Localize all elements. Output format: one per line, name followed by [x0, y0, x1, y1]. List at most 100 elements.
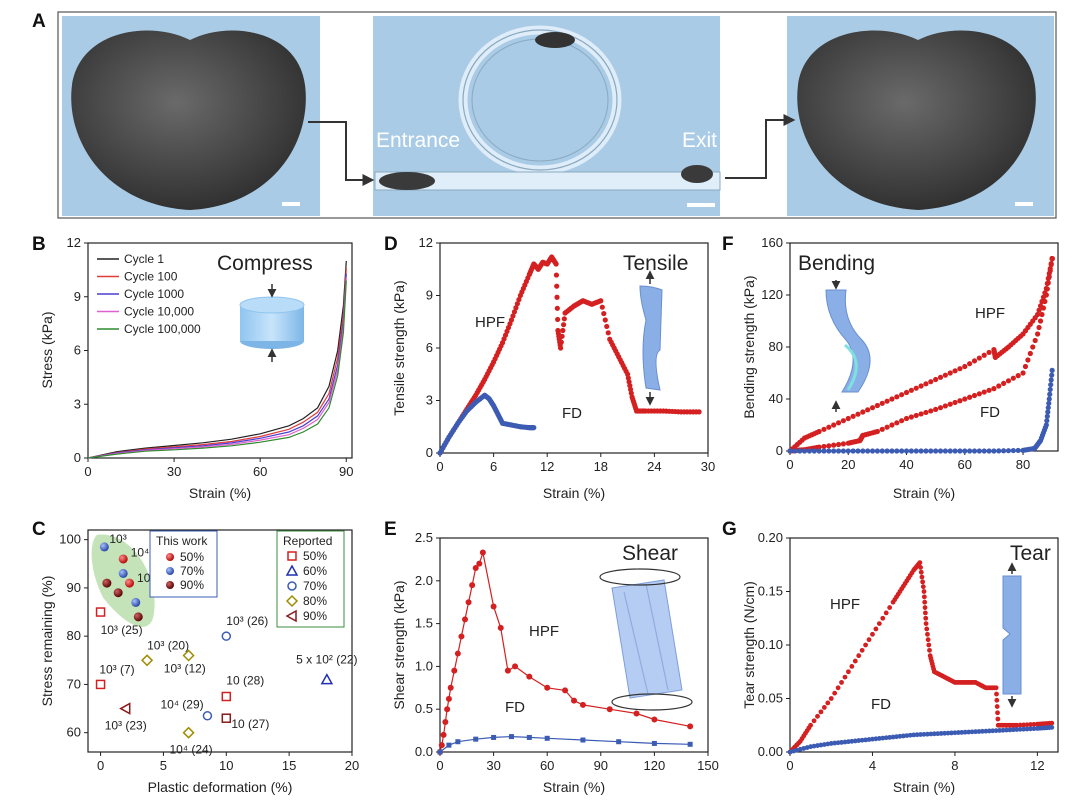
- data-point-hpf: [1045, 280, 1051, 286]
- data-point-fd: [923, 448, 929, 454]
- data-point-hpf: [442, 719, 449, 726]
- data-point-hpf: [602, 317, 608, 323]
- data-point-hpf: [894, 394, 900, 400]
- data-point-fd: [997, 728, 1002, 733]
- annotation: 10⁴: [131, 546, 150, 560]
- data-point-hpf: [1022, 363, 1029, 370]
- x-tick-label: 40: [899, 457, 913, 472]
- data-point-hpf: [937, 405, 944, 411]
- y-axis-label: Tensile strength (kPa): [391, 280, 407, 415]
- data-point-hpf: [850, 413, 856, 419]
- legend-swatch: [166, 553, 174, 561]
- data-point-hpf: [835, 441, 842, 448]
- panel-label-b: B: [32, 234, 46, 255]
- this-work-point: [118, 568, 128, 578]
- x-tick-label: 80: [1016, 457, 1030, 472]
- data-point-fd: [921, 731, 927, 737]
- data-point-hpf: [511, 309, 518, 315]
- data-point-hpf: [447, 684, 454, 691]
- data-point-fd: [1028, 726, 1033, 732]
- data-point-fd: [473, 736, 479, 742]
- data-point-hpf: [555, 316, 561, 323]
- data-point-hpf: [553, 261, 559, 267]
- data-point-hpf: [1042, 298, 1048, 305]
- series-line: [87, 273, 347, 459]
- data-point-hpf: [849, 664, 855, 669]
- data-point-hpf: [994, 704, 1000, 709]
- plot-frame: [439, 537, 709, 753]
- data-point-fd: [1045, 405, 1051, 411]
- legend-label: 90%: [303, 609, 327, 623]
- legend-label: 50%: [303, 549, 327, 563]
- y-tick-label: 1.0: [415, 658, 433, 673]
- data-point-fd: [884, 448, 890, 454]
- y-tick-label: 2.5: [415, 530, 433, 545]
- point-label: 10³ (23): [105, 718, 147, 732]
- data-point-fd: [981, 448, 987, 454]
- bending-specimen-icon: [825, 289, 871, 393]
- data-point-fd: [980, 728, 985, 734]
- data-point-fd: [850, 448, 856, 454]
- data-point-hpf: [873, 626, 879, 632]
- data-point-hpf: [1015, 373, 1021, 379]
- data-point-hpf: [846, 669, 851, 675]
- data-point-fd: [976, 448, 982, 454]
- y-axis-label: Stress remaining (%): [39, 576, 55, 707]
- data-point-fd: [986, 448, 992, 454]
- x-tick-label: 120: [644, 758, 666, 773]
- data-point-fd: [874, 448, 880, 454]
- label-exit: Exit: [682, 129, 717, 152]
- x-tick-label: 90: [339, 464, 353, 479]
- data-point-fd: [918, 448, 924, 454]
- data-point-hpf: [469, 582, 476, 589]
- data-point-hpf: [971, 358, 978, 364]
- data-point-hpf: [510, 313, 516, 319]
- x-tick-label: 10: [219, 758, 233, 773]
- data-point-fd: [967, 448, 973, 454]
- data-point-hpf: [962, 396, 968, 402]
- data-point-fd: [976, 729, 982, 734]
- data-point-fd: [860, 448, 866, 454]
- data-point-hpf: [1044, 286, 1050, 292]
- data-point-fd: [616, 739, 622, 745]
- tear-specimen-icon: [1002, 575, 1022, 695]
- legend-label: Cycle 100: [124, 270, 178, 284]
- data-point-hpf: [604, 323, 610, 330]
- y-tick-label: 0.5: [415, 701, 433, 716]
- panel-label-a: A: [32, 11, 46, 32]
- data-point-hpf: [1047, 268, 1053, 274]
- series-label-hpf: HPF: [830, 596, 860, 613]
- data-point-fd: [889, 448, 895, 454]
- reported-point: [221, 691, 232, 702]
- y-tick-label: 12: [419, 235, 433, 250]
- y-tick-label: 6: [74, 343, 81, 358]
- data-point-hpf: [1005, 378, 1012, 384]
- data-point-fd: [1044, 418, 1050, 424]
- data-point-hpf: [1027, 350, 1033, 357]
- data-point-fd: [947, 448, 953, 454]
- x-tick-label: 4: [869, 758, 876, 773]
- data-point-fd: [1014, 727, 1020, 732]
- data-point-fd: [935, 731, 941, 737]
- data-point-fd: [1043, 422, 1049, 428]
- data-point-hpf: [933, 406, 939, 412]
- data-point-fd: [952, 730, 958, 736]
- data-point-fd: [942, 448, 948, 454]
- data-point-hpf: [986, 349, 992, 356]
- reported-point: [221, 631, 232, 641]
- x-axis-label: Strain (%): [893, 779, 955, 795]
- data-point-hpf: [840, 441, 847, 447]
- legend-swatch: [285, 564, 299, 576]
- data-point-hpf: [855, 411, 861, 417]
- point-label: 10³ (26): [226, 614, 268, 628]
- x-tick-label: 90: [594, 758, 608, 773]
- arrow-from-exit: [725, 114, 796, 179]
- arrow-to-entrance: [308, 121, 375, 186]
- reported-point: [221, 713, 232, 723]
- y-tick-label: 6: [426, 340, 433, 355]
- data-point-hpf: [976, 391, 982, 397]
- data-point-fd: [1049, 724, 1055, 730]
- legend-swatch: [285, 594, 299, 608]
- chart-tensile: 0 6 12 18 24 30 0 3 6 9 12 Strain (%) Tensile streng…: [391, 235, 715, 501]
- data-point-fd: [993, 728, 999, 733]
